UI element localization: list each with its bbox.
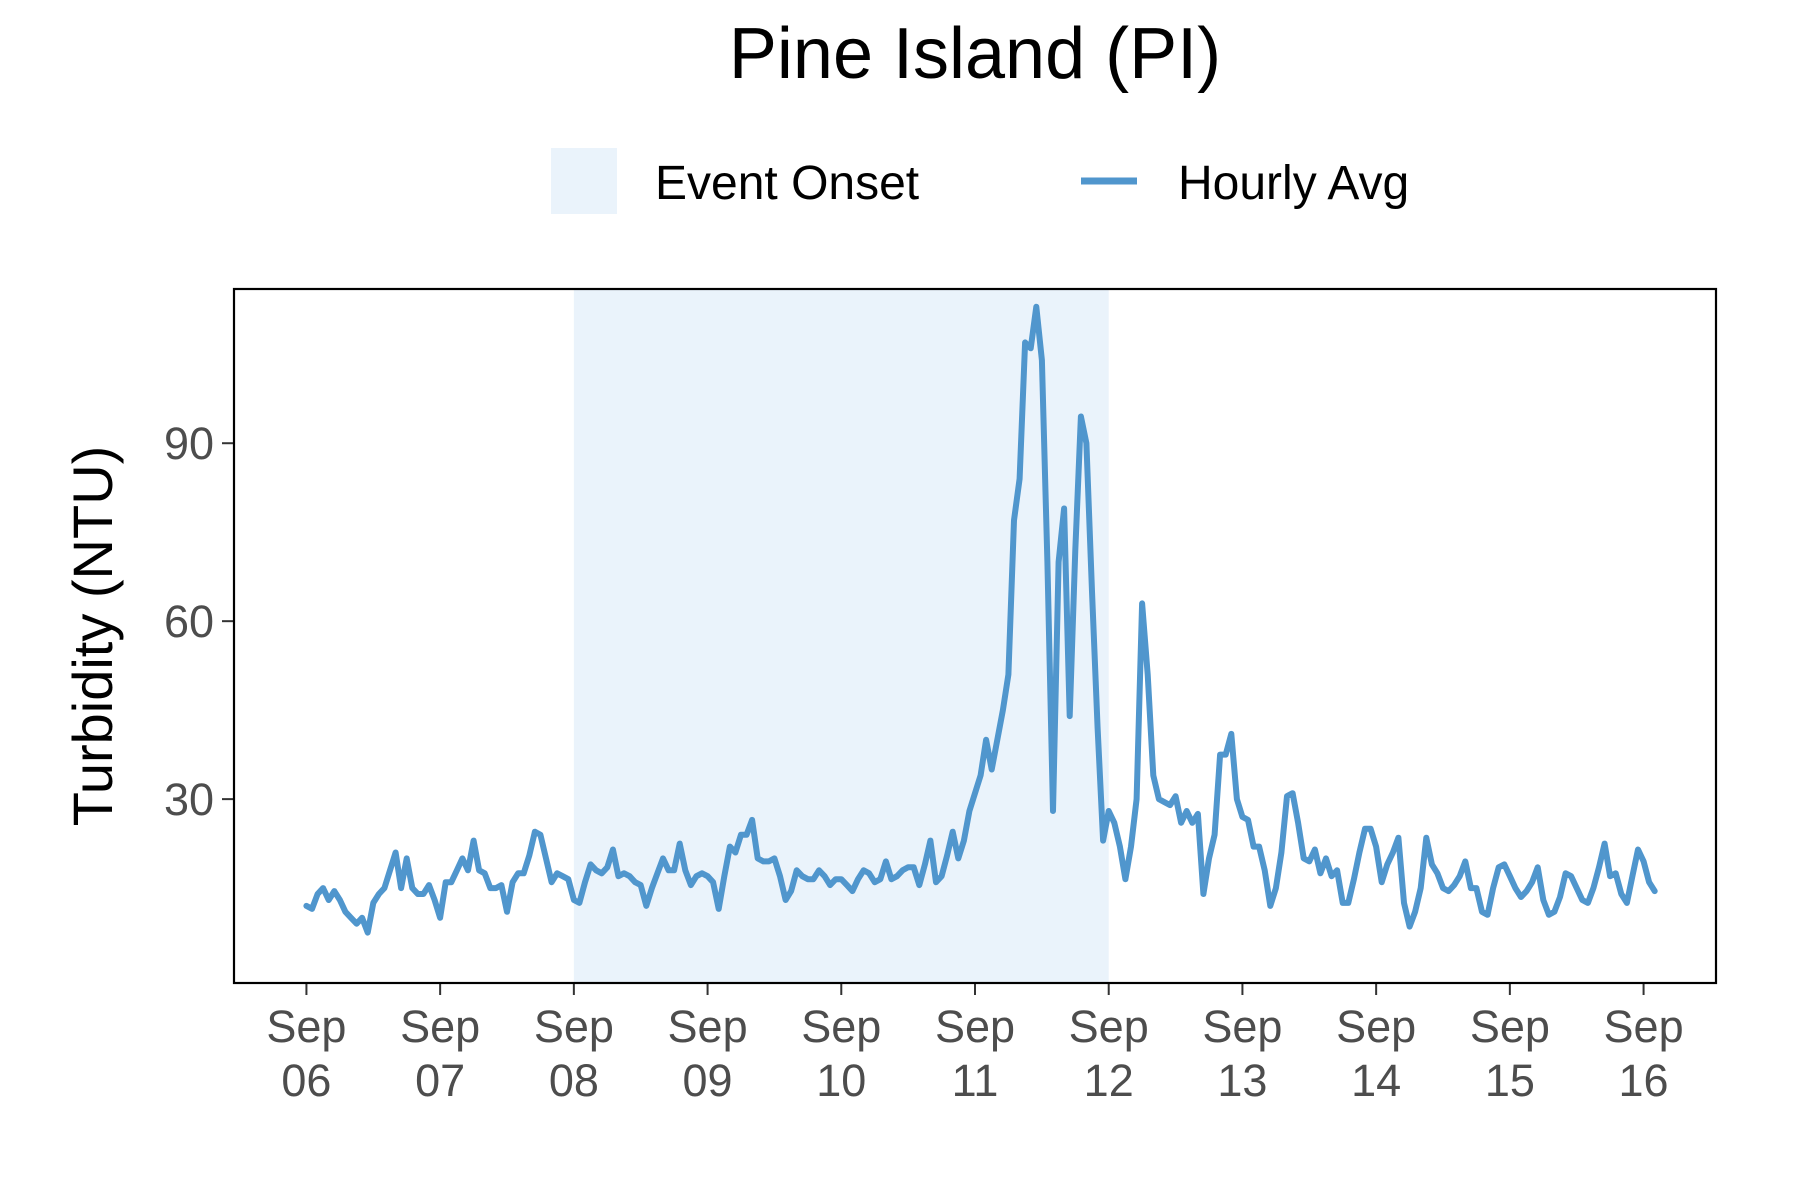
legend-event-swatch: [551, 148, 617, 214]
x-tick-label: Sep: [400, 1001, 480, 1052]
legend-event-label: Event Onset: [655, 157, 919, 210]
chart-title: Pine Island (PI): [729, 14, 1221, 94]
x-tick-label: 13: [1217, 1055, 1267, 1106]
x-tick-label: Sep: [1069, 1001, 1149, 1052]
x-tick-label: Sep: [801, 1001, 881, 1052]
x-tick-label: 16: [1619, 1055, 1669, 1106]
x-tick-label: 08: [549, 1055, 599, 1106]
x-tick-label: Sep: [1202, 1001, 1282, 1052]
x-tick-label: 14: [1351, 1055, 1401, 1106]
x-axis: Sep06Sep07Sep08Sep09Sep10Sep11Sep12Sep13…: [266, 983, 1684, 1106]
x-tick-label: 06: [281, 1055, 331, 1106]
y-tick-label: 30: [164, 774, 214, 825]
x-tick-label: 12: [1084, 1055, 1134, 1106]
x-tick-label: Sep: [668, 1001, 748, 1052]
legend: Event Onset Hourly Avg: [551, 148, 1409, 214]
x-tick-label: 09: [683, 1055, 733, 1106]
x-tick-label: 11: [952, 1055, 999, 1106]
x-tick-label: Sep: [534, 1001, 614, 1052]
y-axis-title: Turbidity (NTU): [61, 446, 124, 827]
x-tick-label: 10: [816, 1055, 866, 1106]
legend-series-label: Hourly Avg: [1178, 157, 1409, 210]
x-tick-label: Sep: [1604, 1001, 1684, 1052]
x-tick-label: 15: [1485, 1055, 1535, 1106]
x-tick-label: Sep: [1336, 1001, 1416, 1052]
series-line-hourly-avg: [303, 303, 1658, 936]
x-tick-label: Sep: [266, 1001, 346, 1052]
x-tick-label: 07: [415, 1055, 465, 1106]
y-tick-label: 90: [164, 418, 214, 469]
event-onset-shading: [573, 289, 1109, 983]
plot-panel-border: [232, 287, 1718, 985]
x-tick-label: Sep: [1470, 1001, 1550, 1052]
y-axis: 30 60 90: [164, 418, 234, 825]
y-tick-label: 60: [164, 596, 214, 647]
x-tick-label: Sep: [935, 1001, 1015, 1052]
